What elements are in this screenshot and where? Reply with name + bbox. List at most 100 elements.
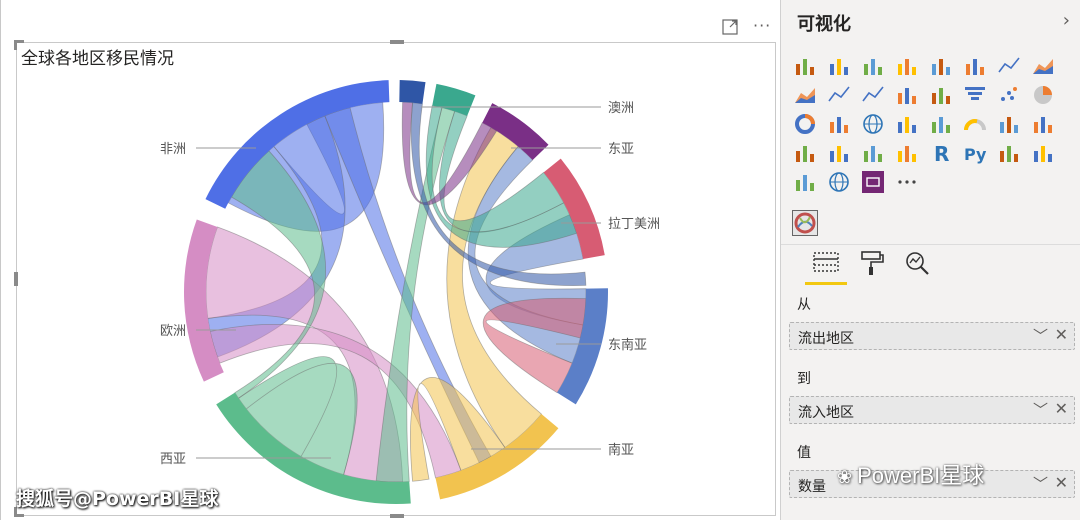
- resize-handle-corner-tl[interactable]: [14, 40, 24, 43]
- matrix-icon[interactable]: [895, 141, 919, 165]
- svg-text:R: R: [934, 142, 949, 165]
- chord-label: 欧洲: [160, 324, 186, 339]
- chord-ribbon-5[interactable]: [237, 356, 358, 476]
- multirow-card-icon[interactable]: [1031, 112, 1055, 136]
- filled-map-icon[interactable]: [895, 112, 919, 136]
- remove-field-icon[interactable]: ✕: [1054, 473, 1068, 492]
- kpi-icon[interactable]: [793, 141, 817, 165]
- power-apps-icon[interactable]: [861, 170, 885, 194]
- card-icon[interactable]: [997, 112, 1021, 136]
- well-label-value: 值: [797, 445, 811, 461]
- chord-label: 拉丁美洲: [608, 217, 660, 232]
- chevron-down-icon[interactable]: ﹀: [1032, 475, 1048, 493]
- stacked-bar-icon[interactable]: [793, 54, 817, 78]
- 100-bar-icon[interactable]: [929, 54, 953, 78]
- chord-label: 非洲: [160, 142, 186, 157]
- chord-arc-6[interactable]: [216, 392, 411, 504]
- well-from-value: 流出地区: [798, 331, 854, 347]
- chord-arc-7[interactable]: [184, 219, 224, 382]
- fields-tab-icon[interactable]: [811, 248, 841, 278]
- shape-map-icon[interactable]: [929, 112, 953, 136]
- python-visual-icon[interactable]: Py: [963, 141, 987, 165]
- resize-handle-left[interactable]: [14, 272, 18, 286]
- svg-text:Py: Py: [964, 145, 987, 164]
- watermark-wechat: ❀ PowerBI星球: [837, 463, 985, 488]
- scatter-icon[interactable]: [997, 83, 1021, 107]
- chord-ribbons: [205, 101, 587, 483]
- map-icon[interactable]: [861, 112, 885, 136]
- line-clustered-icon[interactable]: [861, 83, 885, 107]
- well-value-field[interactable]: 数量 ﹀ ✕: [789, 470, 1075, 498]
- 100-column-icon[interactable]: [963, 54, 987, 78]
- treemap-icon[interactable]: [827, 112, 851, 136]
- remove-field-icon[interactable]: ✕: [1054, 399, 1068, 418]
- well-to-field[interactable]: 流入地区 ﹀ ✕: [789, 396, 1075, 424]
- waterfall-icon[interactable]: [929, 83, 953, 107]
- chord-ribbon-16[interactable]: [410, 102, 587, 286]
- chord-arc-8[interactable]: [205, 80, 390, 209]
- pane-title: 可视化: [797, 14, 851, 35]
- decomposition-tree-icon[interactable]: [1031, 141, 1055, 165]
- chord-arc-2[interactable]: [482, 103, 549, 161]
- chord-label-leaders: [196, 106, 601, 459]
- chord-label: 澳洲: [608, 100, 634, 116]
- funnel-icon[interactable]: [963, 83, 987, 107]
- chord-ribbon-14[interactable]: [425, 105, 578, 248]
- well-to-value: 流入地区: [798, 405, 854, 421]
- more-visuals-icon[interactable]: [895, 170, 919, 194]
- selected-chord-visual-icon[interactable]: [792, 210, 818, 236]
- r-visual-icon[interactable]: R: [929, 141, 953, 166]
- chord-arc-0[interactable]: [399, 80, 426, 104]
- active-tab-indicator: [805, 282, 847, 285]
- well-value-value: 数量: [798, 479, 826, 495]
- chord-label: 西亚: [160, 452, 186, 467]
- resize-handle-corner-tl-v[interactable]: [14, 40, 17, 50]
- pane-separator: [781, 244, 1080, 245]
- chord-ribbon-9[interactable]: [410, 377, 506, 482]
- area-chart-icon[interactable]: [1031, 54, 1055, 78]
- resize-handle-corner-bl-v[interactable]: [14, 507, 17, 517]
- visualizations-pane: 可视化 › R Py 从 流出地区 ﹀ ✕ 到 流入地区 ﹀ ✕ 值: [780, 0, 1080, 520]
- report-canvas: 全球各地区移民情况 ··· 澳洲 东亚 拉丁美洲 东南亚 南亚 西亚 欧洲 非洲 搜狐号@Po…: [0, 0, 776, 520]
- slicer-icon[interactable]: [827, 141, 851, 165]
- well-from-field[interactable]: 流出地区 ﹀ ✕: [789, 322, 1075, 350]
- line-column-icon[interactable]: [827, 83, 851, 107]
- chord-label: 南亚: [608, 442, 634, 458]
- chord-ribbon-12[interactable]: [482, 297, 587, 394]
- arcgis-icon[interactable]: [827, 170, 851, 194]
- donut-icon[interactable]: [793, 112, 817, 136]
- format-paint-roller-icon[interactable]: [857, 248, 887, 278]
- qa-icon[interactable]: [793, 170, 817, 194]
- chevron-down-icon[interactable]: ﹀: [1032, 401, 1048, 419]
- resize-handle-top[interactable]: [390, 40, 404, 44]
- analytics-magnifier-icon[interactable]: [903, 248, 933, 278]
- line-chart-icon[interactable]: [997, 54, 1021, 78]
- chord-label: 东南亚: [608, 337, 647, 353]
- chord-arc-5[interactable]: [435, 414, 559, 500]
- clustered-column-icon[interactable]: [895, 54, 919, 78]
- well-label-from: 从: [797, 297, 811, 313]
- ribbon-chart-icon[interactable]: [895, 83, 919, 107]
- chord-arc-3[interactable]: [543, 158, 605, 260]
- gauge-icon[interactable]: [963, 112, 987, 136]
- resize-handle-corner-bl[interactable]: [14, 514, 24, 517]
- stacked-column-icon[interactable]: [827, 54, 851, 78]
- resize-handle-bottom[interactable]: [390, 514, 404, 518]
- chord-arc-4[interactable]: [557, 288, 608, 405]
- chevron-down-icon[interactable]: ﹀: [1032, 327, 1048, 345]
- remove-field-icon[interactable]: ✕: [1054, 325, 1068, 344]
- focus-mode-icon[interactable]: [721, 18, 739, 40]
- chord-label: 东亚: [608, 142, 634, 157]
- key-influencers-icon[interactable]: [997, 141, 1021, 165]
- table-icon[interactable]: [861, 141, 885, 165]
- clustered-bar-icon[interactable]: [861, 54, 885, 78]
- collapse-pane-chevron-icon[interactable]: ›: [1062, 10, 1070, 31]
- pie-icon[interactable]: [1031, 83, 1055, 107]
- chord-arc-1[interactable]: [432, 83, 476, 116]
- chord-ribbon-6[interactable]: [230, 150, 326, 399]
- wechat-icon: ❀: [837, 467, 858, 487]
- stacked-area-icon[interactable]: [793, 83, 817, 107]
- more-options-icon[interactable]: ···: [753, 16, 772, 35]
